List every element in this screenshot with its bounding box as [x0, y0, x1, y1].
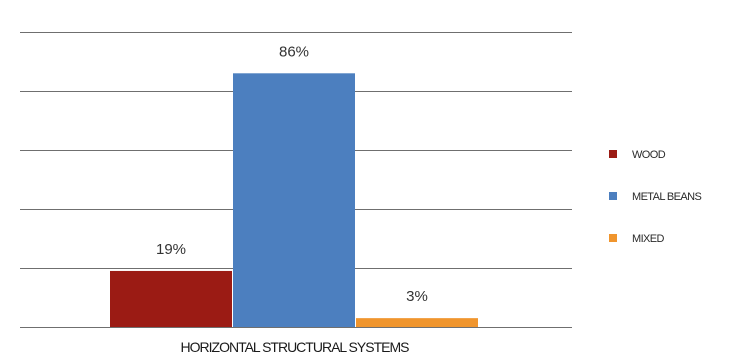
data-label: 19% [156, 241, 186, 258]
x-tick-label: HORIZONTAL STRUCTURAL SYSTEMS [181, 339, 410, 355]
legend-swatch [609, 234, 617, 242]
bar-metal-beans [233, 73, 355, 327]
legend-label: WOOD [632, 149, 666, 161]
bar-wood [110, 270, 232, 327]
legend-label: MIXED [632, 233, 664, 245]
data-label: 3% [406, 288, 428, 305]
legend-swatch [609, 192, 617, 200]
data-label: 86% [279, 43, 309, 60]
legend-swatch [609, 150, 617, 158]
bar-mixed [356, 318, 478, 327]
legend-label: METAL BEANS [632, 191, 701, 203]
